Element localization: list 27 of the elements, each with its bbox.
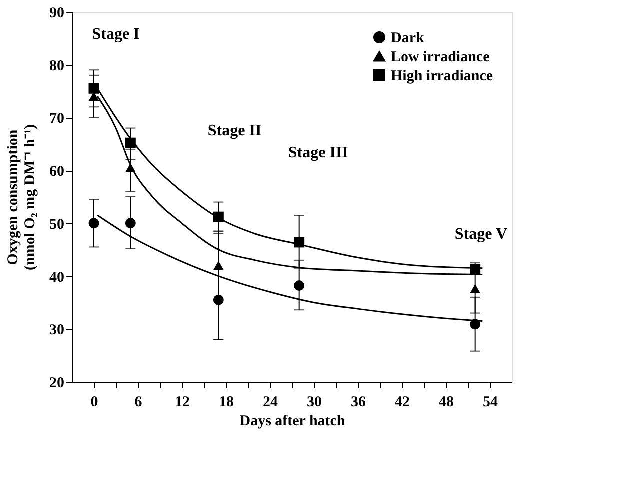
x-tick-label: 12 (175, 394, 190, 410)
x-axis-title: Days after hatch (240, 414, 346, 430)
y-tick-label: 80 (50, 58, 64, 74)
x-tick-label: 54 (483, 394, 498, 410)
annotation: Stage I (92, 26, 140, 44)
y-tick-label: 30 (50, 322, 64, 339)
x-tick-label: 30 (307, 394, 322, 410)
y-tick-label: 20 (50, 376, 64, 392)
x-tick-label: 6 (134, 394, 143, 410)
x-tick-label: 36 (351, 394, 366, 410)
legend-label: Low irradiance (391, 50, 490, 66)
x-tick-label: 42 (395, 394, 410, 410)
x-tick-label: 0 (90, 394, 98, 410)
y-tick-label: 50 (50, 216, 64, 233)
x-tick-label: 18 (219, 394, 234, 410)
y-tick-label: 40 (50, 270, 64, 286)
x-tick-label: 24 (263, 394, 278, 410)
x-tick-label: 48 (439, 394, 454, 410)
legend-label: Dark (391, 30, 425, 46)
legend-label: High irradiance (391, 68, 494, 84)
y-tick-label: 90 (50, 6, 64, 22)
annotation: Stage V (454, 226, 508, 243)
y-tick-label: 60 (50, 164, 64, 180)
y-tick-label: 70 (50, 111, 64, 128)
annotation: Stage III (288, 144, 348, 162)
y-axis-title: Oxygen consumption (nmol O₂ mg DM⁻¹ h⁻¹) (6, 124, 38, 270)
annotation: Stage II (208, 122, 262, 140)
